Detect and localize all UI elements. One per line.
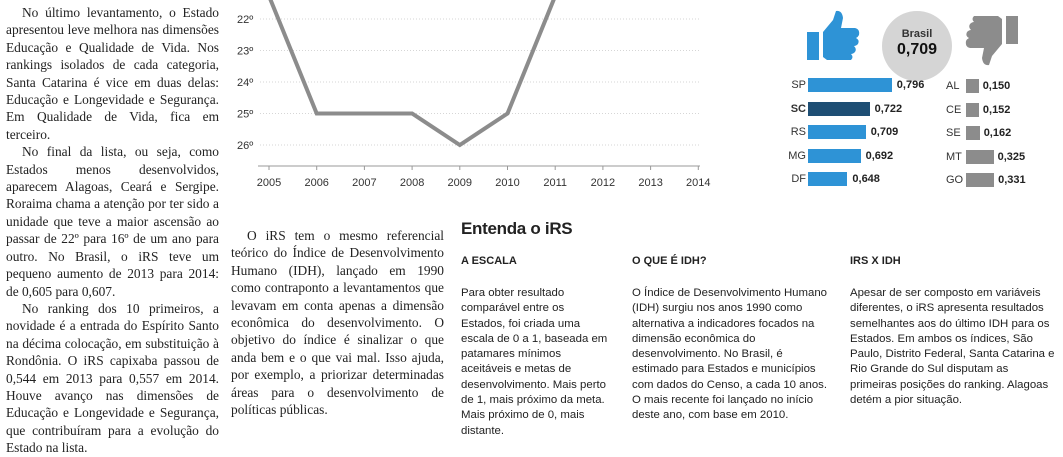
state-bar xyxy=(966,173,995,188)
state-bar xyxy=(808,125,866,140)
y-tick-label: 24º xyxy=(237,77,253,89)
state-value: 0,150 xyxy=(982,80,1011,92)
state-value: 0,648 xyxy=(852,173,880,186)
state-bar xyxy=(966,126,980,141)
state-bar xyxy=(808,172,848,187)
state-bar xyxy=(966,79,979,93)
section-body-irs-x-idh: Apesar de ser composto em variáveis dife… xyxy=(850,287,1055,407)
y-tick-label: 23º xyxy=(237,46,253,58)
state-label: MG xyxy=(788,149,806,162)
state-bar xyxy=(966,102,979,117)
state-label: MT xyxy=(946,150,962,163)
x-tick-label: 2013 xyxy=(638,177,662,189)
article-column-2: O iRS tem o mesmo referencial teórico do… xyxy=(231,227,444,418)
x-tick-label: 2014 xyxy=(686,177,710,189)
x-tick-label: 2005 xyxy=(257,177,281,189)
section-heading-idh: O QUE É IDH? xyxy=(632,255,707,267)
state-label: RS xyxy=(790,126,806,139)
x-tick-label: 2008 xyxy=(400,177,424,189)
section-heading-escala: A ESCALA xyxy=(461,255,517,267)
series-line xyxy=(268,0,556,148)
section-body-idh: O Índice de Desenvolvimento Humano (IDH)… xyxy=(632,287,828,422)
state-label: GO xyxy=(946,174,964,187)
x-tick-label: 2006 xyxy=(304,177,328,189)
state-bar xyxy=(808,101,870,116)
state-value: 0,692 xyxy=(865,149,894,162)
entenda-title: Entenda o iRS xyxy=(461,219,573,238)
state-value: 0,722 xyxy=(874,102,903,115)
state-value: 0,152 xyxy=(982,103,1011,116)
section-heading-irs-x-idh: IRS X IDH xyxy=(850,255,901,267)
x-tick-label: 2010 xyxy=(495,177,519,189)
state-label: CE xyxy=(946,103,962,116)
state-label: DF xyxy=(791,173,806,186)
state-value: 0,709 xyxy=(870,126,899,139)
state-bar xyxy=(808,78,892,92)
state-value: 0,796 xyxy=(896,79,925,91)
section-body-escala: Para obter resultado comparável entre os… xyxy=(461,287,608,437)
article-column-1: No último levantamento, o Estado apresen… xyxy=(6,4,219,457)
y-tick-label: 25º xyxy=(237,109,253,121)
state-value: 0,325 xyxy=(997,150,1026,163)
brasil-badge: Brasil 0,709 xyxy=(882,11,952,81)
x-tick-label: 2012 xyxy=(591,177,615,189)
state-bar xyxy=(808,148,861,163)
state-label: SE xyxy=(946,127,961,140)
state-label: AL xyxy=(946,80,960,92)
state-bar xyxy=(966,149,994,164)
paragraph: No ranking dos 10 primeiros, a novidade … xyxy=(6,300,219,456)
x-tick-label: 2007 xyxy=(352,177,376,189)
x-tick-label: 2009 xyxy=(448,177,472,189)
ranking-line-chart: 22º 23º 24º 25º 26º 2005 2006 2007 2008 2009 2010 2… xyxy=(237,0,711,189)
brasil-label: Brasil xyxy=(901,28,933,40)
state-value: 0,331 xyxy=(998,174,1026,187)
thumbs-up-icon xyxy=(807,10,860,60)
paragraph: No último levantamento, o Estado apresen… xyxy=(6,5,219,142)
state-label: SC xyxy=(790,102,806,115)
thumbs-down-icon xyxy=(965,16,1018,66)
y-tick-label: 26º xyxy=(237,140,253,152)
x-tick-label: 2011 xyxy=(543,177,567,189)
paragraph: O iRS tem o mesmo referencial teórico do… xyxy=(231,228,444,418)
state-label: SP xyxy=(791,79,806,91)
y-tick-label: 22º xyxy=(237,14,253,26)
paragraph: No final da lista, ou seja, como Estados… xyxy=(6,144,219,299)
brasil-value: 0,709 xyxy=(896,41,938,58)
state-value: 0,162 xyxy=(983,127,1012,140)
